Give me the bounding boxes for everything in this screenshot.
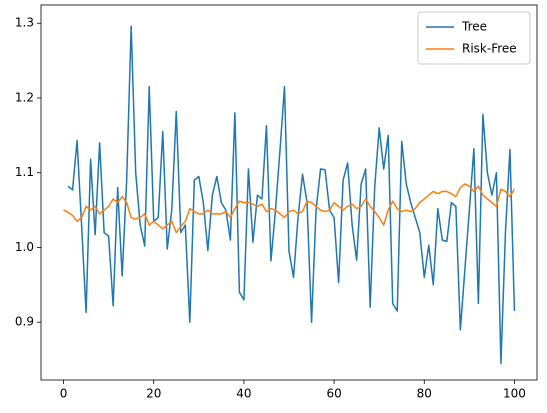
x-tick-label: 80 — [417, 387, 432, 401]
y-tick-label: 1.3 — [15, 16, 34, 30]
data-line — [63, 183, 516, 234]
axes-frame — [40, 4, 538, 381]
x-tick-label: 40 — [236, 387, 251, 401]
legend-label: Tree — [461, 20, 487, 34]
y-tick-label: 1.2 — [15, 90, 34, 104]
x-tick-label: 20 — [146, 387, 161, 401]
x-tick-label: 100 — [503, 387, 526, 401]
y-tick-label: 0.9 — [15, 315, 34, 329]
y-tick-label: 1.0 — [15, 240, 34, 254]
x-tick-label: 60 — [326, 387, 341, 401]
data-line — [67, 25, 516, 365]
y-tick-label: 1.1 — [15, 165, 34, 179]
legend-box — [417, 11, 531, 65]
legend-label: Risk-Free — [462, 42, 517, 56]
x-tick-label: 0 — [60, 387, 68, 401]
